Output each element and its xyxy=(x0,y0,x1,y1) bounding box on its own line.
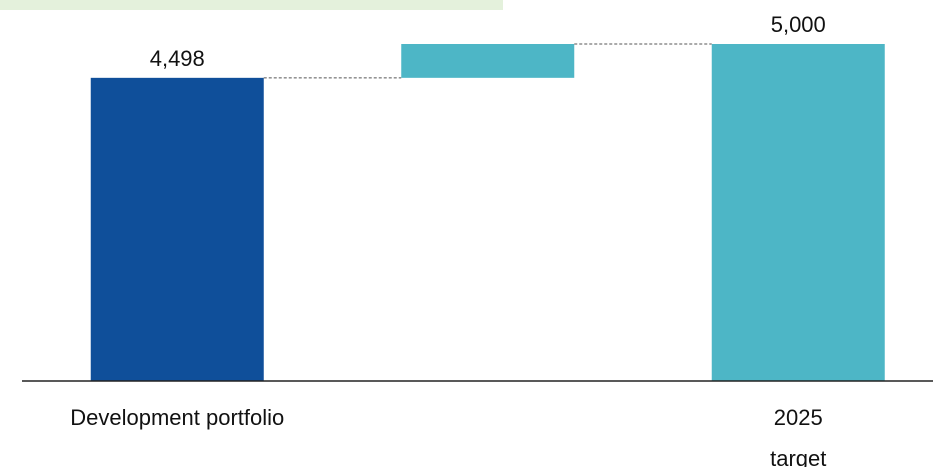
bar xyxy=(90,77,264,381)
value-label: 4,498 xyxy=(150,46,205,71)
bar xyxy=(711,44,885,381)
value-label: 5,000 xyxy=(771,12,826,37)
bar xyxy=(401,44,575,78)
x-tick-label: 2025 target xyxy=(770,405,827,467)
header-band xyxy=(0,0,503,10)
x-tick-label: Development portfolio xyxy=(70,405,285,430)
